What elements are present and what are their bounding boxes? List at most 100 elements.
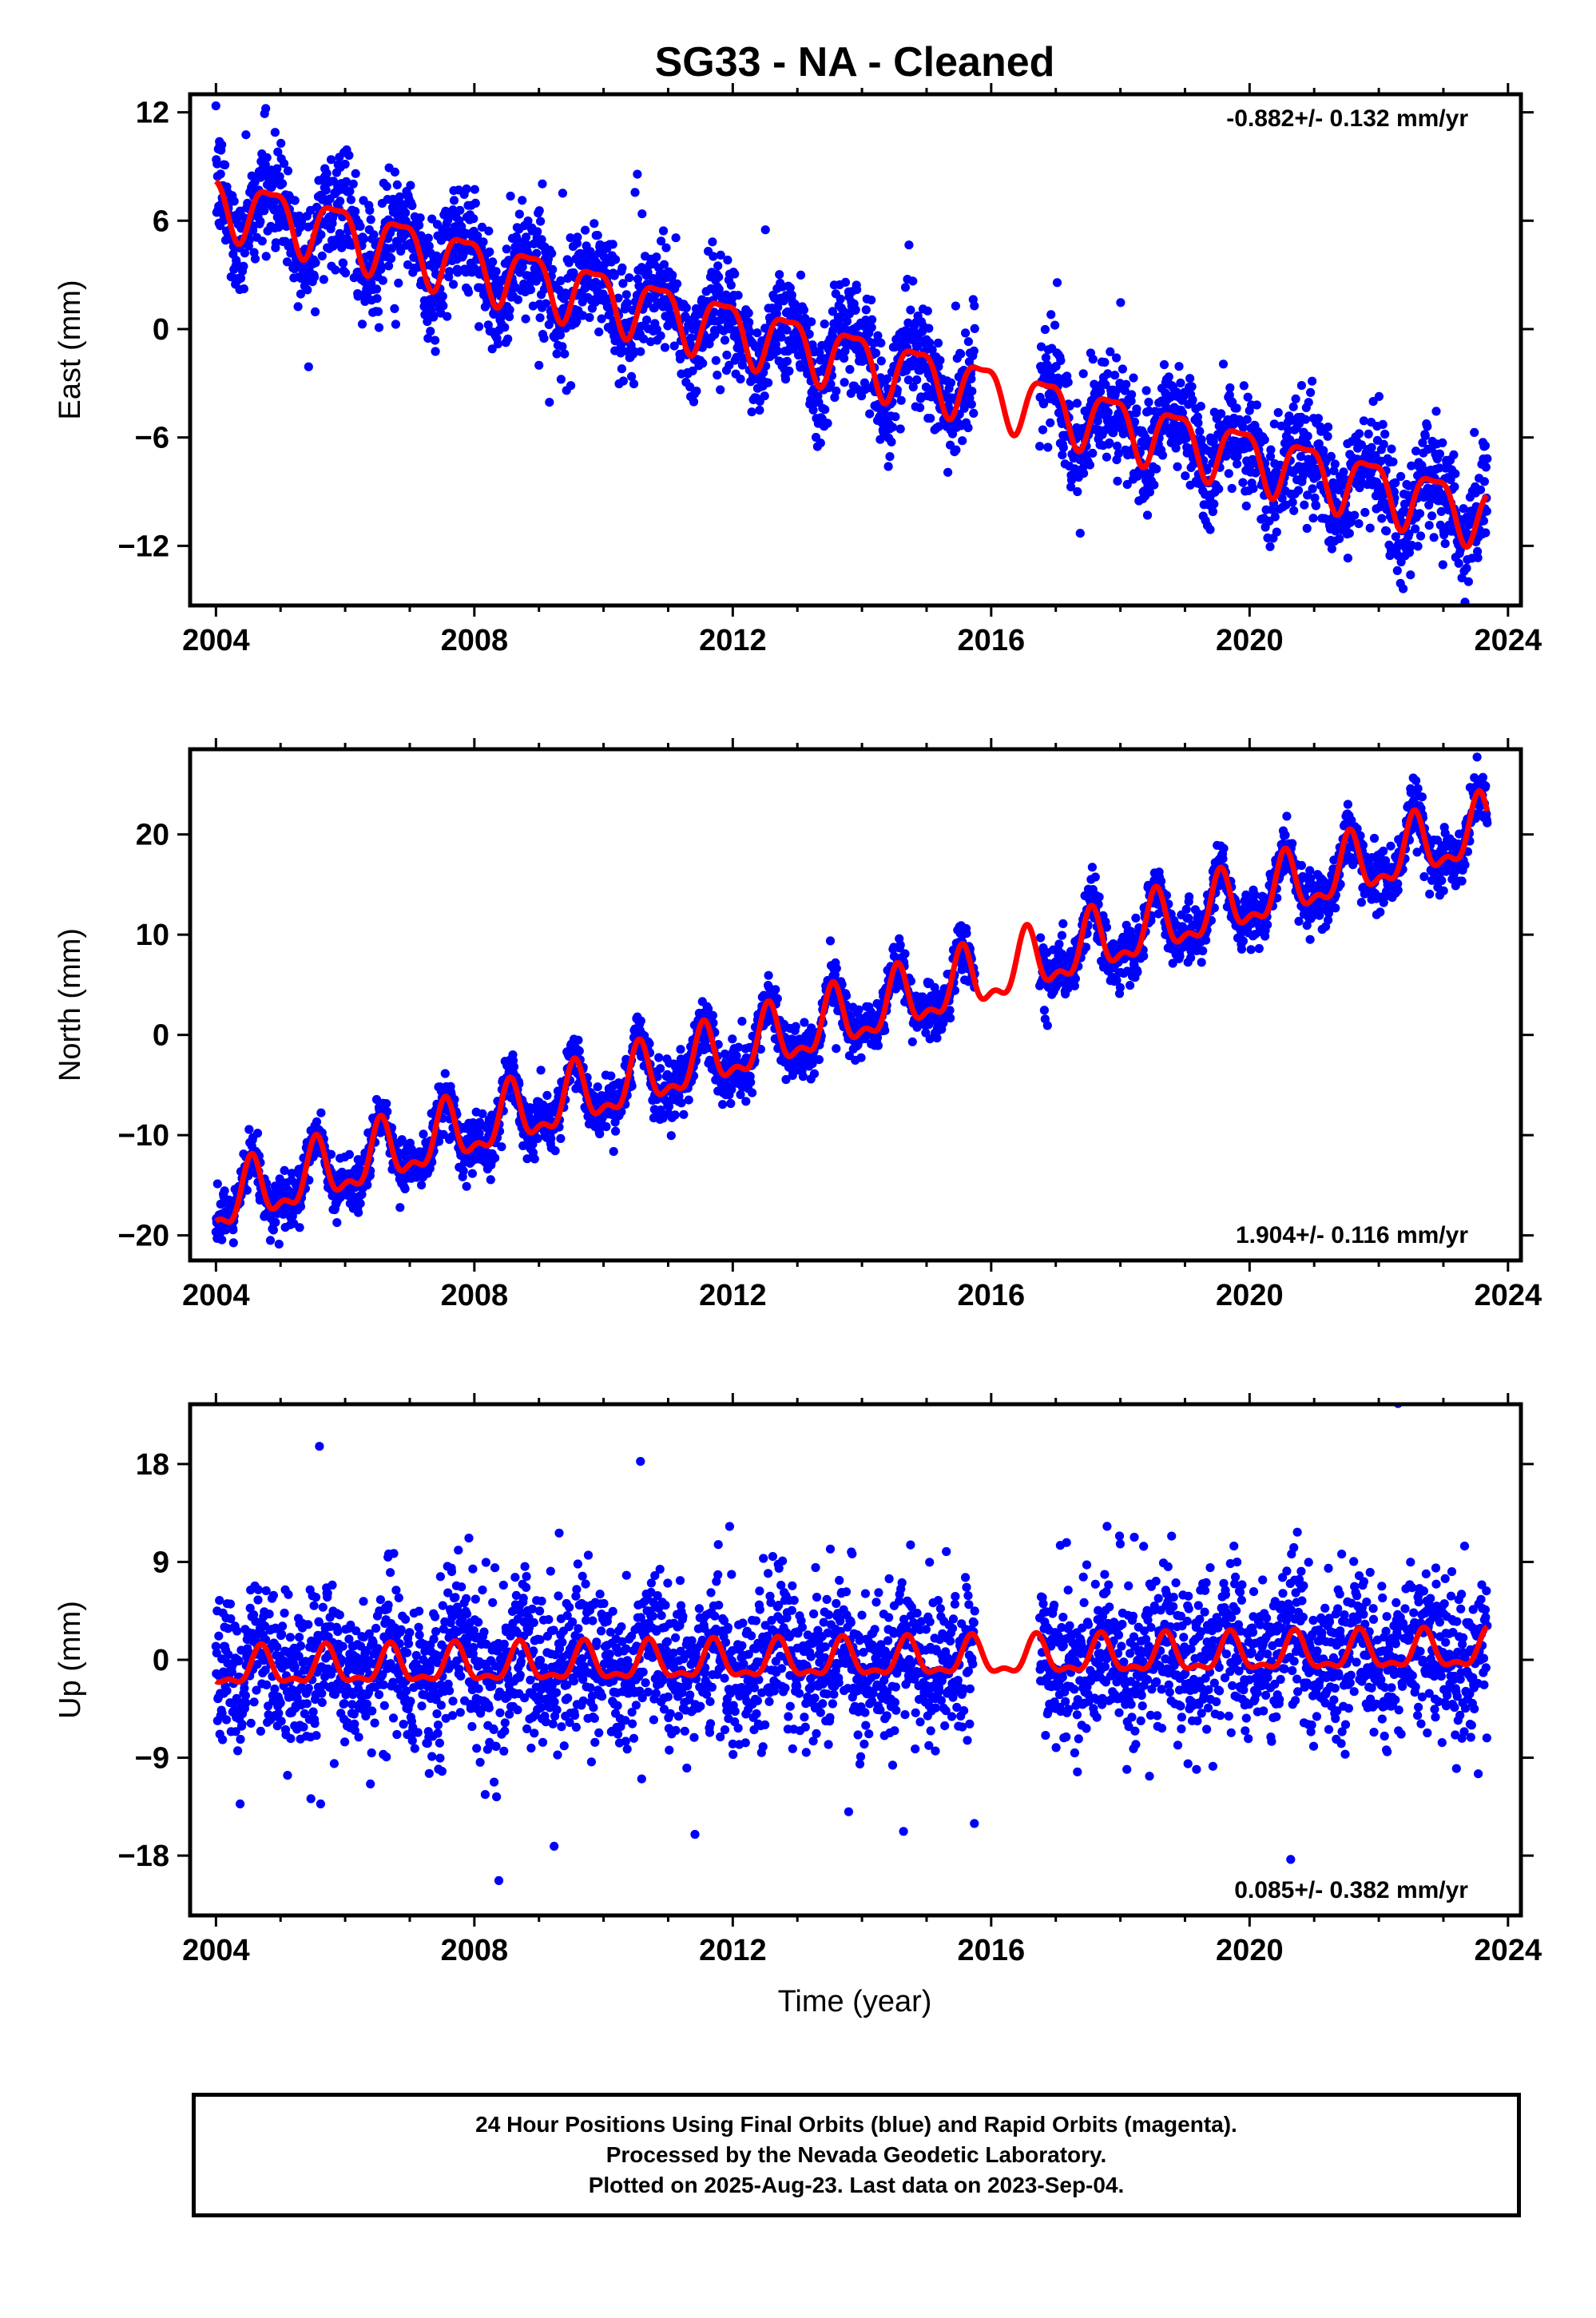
east-data-point: [692, 387, 701, 396]
north-data-point: [718, 1100, 728, 1109]
east-data-point: [392, 180, 402, 189]
east-data-point: [552, 349, 562, 359]
east-data-point: [296, 216, 307, 227]
east-x-tick-label: 2012: [699, 624, 767, 657]
east-data-point: [1056, 355, 1066, 365]
east-data-point: [711, 355, 721, 365]
east-data-point: [867, 315, 877, 324]
east-data-point: [303, 285, 312, 295]
east-data-point: [961, 328, 971, 338]
north-data-point: [295, 1223, 304, 1232]
east-data-point: [1291, 394, 1300, 403]
north-data-point: [228, 1225, 238, 1235]
east-data-point: [485, 247, 494, 256]
east-data-point: [536, 216, 546, 226]
east-data-point: [548, 264, 558, 274]
east-data-point: [491, 267, 501, 276]
east-data-point: [240, 248, 249, 258]
east-data-point: [341, 268, 351, 278]
east-data-point: [394, 278, 403, 288]
east-data-point: [1396, 471, 1406, 482]
east-data-point: [1079, 469, 1089, 478]
east-data-point: [445, 267, 455, 276]
east-data-point: [573, 232, 582, 242]
east-data-point: [1302, 523, 1312, 534]
east-data-point: [275, 172, 284, 181]
east-data-point: [714, 272, 724, 282]
east-data-point: [1088, 355, 1098, 364]
east-data-point: [1423, 422, 1432, 431]
east-data-point: [443, 312, 452, 321]
east-data-point: [256, 216, 265, 226]
east-data-point: [229, 196, 239, 206]
east-data-point: [439, 301, 448, 311]
east-data-point: [755, 405, 764, 415]
east-data-point: [618, 376, 629, 386]
east-data-point: [236, 273, 246, 283]
east-data-point: [923, 306, 932, 316]
north-data-point: [611, 1126, 621, 1136]
east-data-point: [1293, 486, 1304, 495]
east-data-point: [1380, 429, 1390, 439]
east-data-point: [1043, 443, 1053, 452]
east-data-point: [1102, 452, 1111, 462]
east-data-point: [270, 128, 280, 137]
east-data-point: [673, 279, 682, 288]
east-data-point: [636, 347, 645, 356]
east-data-point: [617, 263, 627, 272]
east-data-point: [374, 323, 384, 332]
east-data-point: [1481, 528, 1491, 538]
east-data-point: [371, 284, 382, 294]
east-data-point: [823, 419, 832, 428]
east-data-point: [359, 234, 369, 244]
east-data-point: [585, 312, 594, 323]
east-data-point: [906, 305, 915, 315]
north-data-point: [490, 1153, 500, 1163]
east-data-point: [420, 310, 430, 320]
east-data-point: [280, 159, 289, 169]
east-data-point: [1440, 539, 1450, 549]
east-data-point: [590, 219, 599, 228]
east-data-point: [871, 348, 881, 358]
east-y-tick-label: 12: [136, 97, 169, 130]
east-data-point: [431, 251, 442, 260]
east-data-point: [1420, 431, 1430, 441]
east-data-point: [593, 231, 602, 240]
east-data-point: [1225, 383, 1235, 393]
east-data-point: [681, 303, 691, 312]
east-data-point: [946, 378, 956, 387]
north-data-point: [746, 1078, 756, 1087]
north-data-point: [907, 1037, 917, 1046]
east-data-point: [958, 436, 967, 446]
east-data-point: [1197, 435, 1206, 445]
east-data-point: [304, 362, 313, 371]
east-data-point: [865, 409, 875, 419]
east-data-point: [322, 169, 332, 178]
east-data-point: [867, 296, 876, 305]
east-data-point: [709, 252, 718, 261]
east-data-point: [1173, 462, 1182, 471]
north-data-point: [312, 1117, 322, 1126]
east-data-point: [845, 364, 855, 375]
north-data-point: [832, 1044, 841, 1054]
east-data-point: [1072, 399, 1082, 408]
east-data-point: [1243, 392, 1253, 402]
east-data-point: [1196, 402, 1205, 411]
east-x-tick-label: 2016: [958, 624, 1026, 657]
east-data-point: [1374, 391, 1384, 401]
east-data-point: [276, 138, 286, 148]
east-data-point: [212, 159, 222, 169]
east-data-point: [1239, 381, 1249, 391]
east-data-point: [1141, 386, 1151, 395]
east-data-point: [535, 313, 545, 323]
east-data-point: [395, 192, 404, 201]
north-data-point: [791, 1022, 800, 1031]
east-data-point: [538, 179, 547, 189]
east-data-point: [473, 231, 482, 240]
east-data-point: [382, 181, 391, 191]
north-data-point: [382, 1099, 391, 1109]
east-data-point: [317, 251, 327, 261]
east-data-point: [1463, 577, 1473, 586]
east-data-point: [708, 237, 717, 247]
east-data-point: [1110, 371, 1120, 380]
